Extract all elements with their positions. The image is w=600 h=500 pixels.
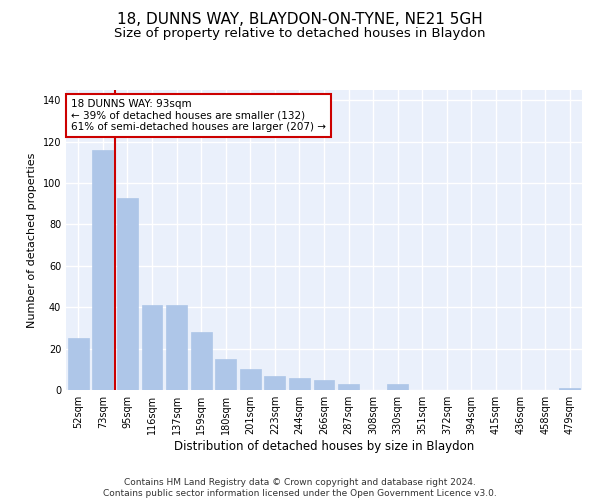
Bar	[166, 305, 187, 390]
Bar	[387, 384, 408, 390]
X-axis label: Distribution of detached houses by size in Blaydon: Distribution of detached houses by size …	[174, 440, 474, 453]
Bar	[240, 370, 261, 390]
Text: Size of property relative to detached houses in Blaydon: Size of property relative to detached ho…	[114, 28, 486, 40]
Bar	[68, 338, 89, 390]
Text: Contains HM Land Registry data © Crown copyright and database right 2024.
Contai: Contains HM Land Registry data © Crown c…	[103, 478, 497, 498]
Bar	[191, 332, 212, 390]
Bar	[289, 378, 310, 390]
Bar	[314, 380, 334, 390]
Bar	[92, 150, 113, 390]
Bar	[265, 376, 286, 390]
Bar	[338, 384, 359, 390]
Bar	[215, 359, 236, 390]
Text: 18 DUNNS WAY: 93sqm
← 39% of detached houses are smaller (132)
61% of semi-detac: 18 DUNNS WAY: 93sqm ← 39% of detached ho…	[71, 99, 326, 132]
Y-axis label: Number of detached properties: Number of detached properties	[27, 152, 37, 328]
Bar	[117, 198, 138, 390]
Bar	[142, 305, 163, 390]
Text: 18, DUNNS WAY, BLAYDON-ON-TYNE, NE21 5GH: 18, DUNNS WAY, BLAYDON-ON-TYNE, NE21 5GH	[117, 12, 483, 28]
Bar	[559, 388, 580, 390]
